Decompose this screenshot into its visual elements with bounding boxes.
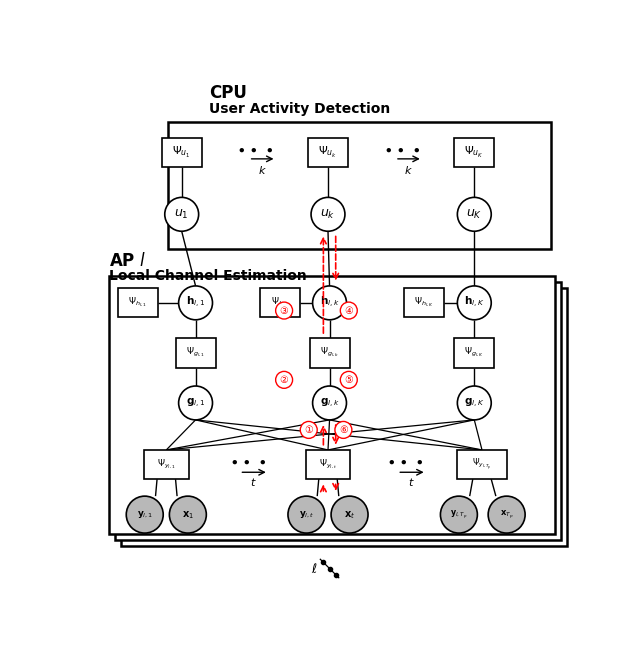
- Circle shape: [458, 286, 492, 320]
- Text: Local Channel Estimation: Local Channel Estimation: [109, 269, 307, 283]
- Text: $\bullet\bullet\bullet$: $\bullet\bullet\bullet$: [228, 454, 266, 469]
- Text: $u_K$: $u_K$: [466, 208, 483, 221]
- Circle shape: [179, 286, 212, 320]
- Text: $\mathbf{x}_1$: $\mathbf{x}_1$: [182, 509, 194, 520]
- Text: $t$: $t$: [250, 475, 257, 487]
- Text: $\Psi_{u_k}$: $\Psi_{u_k}$: [319, 145, 337, 160]
- Circle shape: [276, 371, 292, 389]
- Circle shape: [331, 496, 368, 533]
- Text: $\Psi_{u_1}$: $\Psi_{u_1}$: [172, 145, 191, 160]
- Text: $\Psi_{h_{l,k}}$: $\Psi_{h_{l,k}}$: [271, 296, 290, 310]
- Circle shape: [340, 371, 357, 389]
- Text: AP $l$: AP $l$: [109, 251, 146, 270]
- Bar: [121, 288, 568, 546]
- Bar: [118, 288, 158, 318]
- Circle shape: [488, 496, 525, 533]
- Text: ④: ④: [344, 306, 353, 316]
- Bar: [404, 288, 444, 318]
- Text: $\Psi_{u_K}$: $\Psi_{u_K}$: [465, 145, 484, 160]
- Bar: [310, 338, 349, 367]
- Bar: [454, 138, 494, 167]
- Text: $\mathbf{y}_{l,1}$: $\mathbf{y}_{l,1}$: [136, 509, 153, 520]
- Text: $\mathbf{h}_{l,1}$: $\mathbf{h}_{l,1}$: [186, 295, 205, 310]
- Circle shape: [300, 422, 317, 438]
- Bar: [454, 338, 494, 367]
- Text: ③: ③: [280, 306, 289, 316]
- Bar: [260, 288, 300, 318]
- Text: CPU: CPU: [209, 84, 246, 102]
- Bar: [306, 450, 350, 479]
- Bar: [115, 282, 561, 540]
- Text: ①: ①: [305, 425, 313, 435]
- Text: $\mathbf{y}_{l,T_p}$: $\mathbf{y}_{l,T_p}$: [450, 509, 468, 521]
- Bar: [109, 276, 555, 534]
- Text: $\Psi_{g_{l,k}}$: $\Psi_{g_{l,k}}$: [320, 346, 339, 359]
- Circle shape: [126, 496, 163, 533]
- Circle shape: [170, 496, 206, 533]
- Text: $u_1$: $u_1$: [174, 208, 189, 221]
- Text: ⑥: ⑥: [339, 425, 348, 435]
- Circle shape: [312, 286, 346, 320]
- Text: $\Psi_{y_{l,t}}$: $\Psi_{y_{l,t}}$: [319, 458, 337, 471]
- Circle shape: [276, 302, 292, 319]
- Circle shape: [164, 198, 198, 231]
- Text: $\Psi_{y_{l,T_p}}$: $\Psi_{y_{l,T_p}}$: [472, 457, 492, 472]
- Circle shape: [335, 422, 352, 438]
- Circle shape: [288, 496, 325, 533]
- Circle shape: [458, 198, 492, 231]
- Bar: [458, 450, 507, 479]
- Text: User Activity Detection: User Activity Detection: [209, 102, 390, 116]
- Bar: [308, 138, 348, 167]
- Text: ②: ②: [280, 375, 289, 385]
- Text: $\mathbf{y}_{l,t}$: $\mathbf{y}_{l,t}$: [299, 509, 314, 520]
- Text: $\bullet\bullet\bullet$: $\bullet\bullet\bullet$: [387, 454, 424, 469]
- Text: $\mathbf{x}_t$: $\mathbf{x}_t$: [344, 509, 355, 520]
- Circle shape: [440, 496, 477, 533]
- Text: $\Psi_{h_{l,1}}$: $\Psi_{h_{l,1}}$: [128, 296, 147, 310]
- Text: $\ell$: $\ell$: [311, 562, 317, 575]
- Text: $\Psi_{g_{l,K}}$: $\Psi_{g_{l,K}}$: [465, 346, 484, 359]
- Text: $\mathbf{g}_{l,K}$: $\mathbf{g}_{l,K}$: [464, 396, 484, 410]
- Bar: [168, 122, 551, 249]
- Text: $u_k$: $u_k$: [321, 208, 335, 221]
- Text: $\mathbf{h}_{l,k}$: $\mathbf{h}_{l,k}$: [320, 295, 339, 310]
- Text: $k$: $k$: [258, 164, 267, 176]
- Circle shape: [312, 386, 346, 420]
- Circle shape: [179, 386, 212, 420]
- Text: $\mathbf{x}_{T_p}$: $\mathbf{x}_{T_p}$: [500, 509, 513, 521]
- Circle shape: [340, 302, 357, 319]
- Text: $\mathbf{g}_{l,k}$: $\mathbf{g}_{l,k}$: [320, 396, 339, 410]
- Text: $\Psi_{g_{l,1}}$: $\Psi_{g_{l,1}}$: [186, 346, 205, 359]
- Bar: [144, 450, 189, 479]
- Text: ⑤: ⑤: [344, 375, 353, 385]
- Text: $\mathbf{g}_{l,1}$: $\mathbf{g}_{l,1}$: [186, 396, 205, 410]
- Text: $\mathbf{h}_{l,K}$: $\mathbf{h}_{l,K}$: [464, 295, 484, 310]
- Circle shape: [311, 198, 345, 231]
- Circle shape: [458, 386, 492, 420]
- Text: $t$: $t$: [408, 475, 415, 487]
- Text: $\Psi_{h_{l,K}}$: $\Psi_{h_{l,K}}$: [414, 296, 434, 310]
- Text: $\bullet\bullet\bullet$: $\bullet\bullet\bullet$: [383, 141, 420, 156]
- Text: $\Psi_{y_{l,1}}$: $\Psi_{y_{l,1}}$: [157, 458, 176, 471]
- Bar: [175, 338, 216, 367]
- Text: $k$: $k$: [404, 164, 413, 176]
- Bar: [162, 138, 202, 167]
- Text: $\bullet\bullet\bullet$: $\bullet\bullet\bullet$: [236, 141, 273, 156]
